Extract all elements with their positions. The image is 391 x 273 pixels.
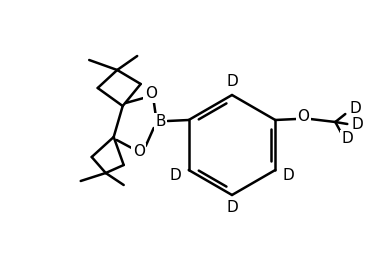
Text: D: D [282,168,294,182]
Text: O: O [133,144,145,159]
Text: D: D [341,132,353,147]
Text: B: B [156,114,166,129]
Text: O: O [145,87,157,102]
Text: D: D [226,75,238,90]
Text: D: D [226,200,238,215]
Text: O: O [297,109,309,124]
Text: D: D [352,117,363,132]
Text: D: D [350,102,361,117]
Text: D: D [170,168,181,182]
